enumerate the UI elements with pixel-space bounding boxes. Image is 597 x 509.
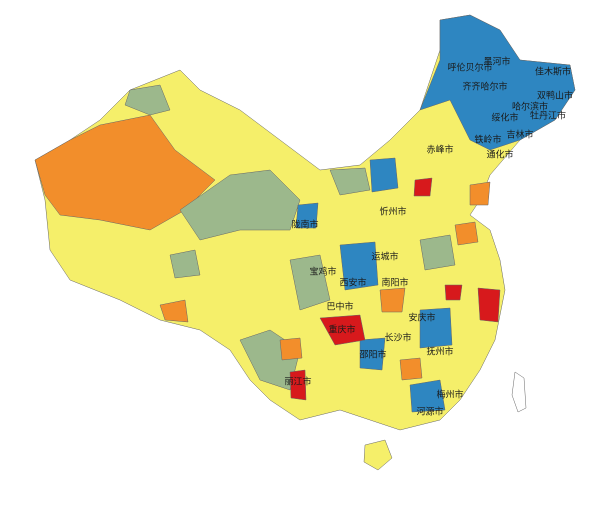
city-label: 南阳市 [381,277,408,289]
region [339,241,379,291]
region [413,177,433,197]
city-label: 黑河市 [483,56,510,68]
city-label: 抚州市 [426,346,453,358]
city-label: 长沙市 [384,332,411,344]
region [363,439,393,471]
island [511,371,527,413]
region [379,287,406,313]
city-label: 绥化市 [491,112,518,124]
region [399,357,423,381]
city-label: 赤峰市 [426,144,453,156]
city-label: 铁岭市 [474,134,501,146]
city-label: 宝鸡市 [309,266,336,278]
region [295,202,319,229]
region [359,337,386,371]
region [419,14,576,151]
city-label: 丽江市 [284,376,311,388]
region [279,337,303,361]
city-label: 陇南市 [291,219,318,231]
region [34,114,216,231]
city-label: 佳木斯市 [535,66,571,78]
city-label: 双鸭山市 [537,90,573,102]
region [319,314,366,346]
region [329,167,371,196]
city-label: 重庆市 [328,324,355,336]
region [454,221,479,246]
region [159,299,189,323]
city-label: 哈尔滨市 [512,101,548,113]
region [477,287,501,323]
region [409,379,446,413]
city-label: 忻州市 [379,206,406,218]
region [289,254,331,311]
region [469,181,491,206]
city-label: 牡丹江市 [530,110,566,122]
region [169,249,201,279]
city-label: 运城市 [371,251,398,263]
region [124,84,171,116]
city-label: 通化市 [486,149,513,161]
city-label: 呼伦贝尔市 [447,62,492,74]
city-label: 巴中市 [326,301,353,313]
china-regions [34,14,576,471]
city-label: 齐齐哈尔市 [462,81,507,93]
city-label: 吉林市 [506,129,533,141]
region [444,284,463,301]
region [289,369,307,401]
city-label: 河源市 [416,406,443,418]
region [369,157,399,193]
city-label: 安庆市 [408,312,435,324]
region [419,234,456,271]
region [419,307,453,349]
city-label: 西安市 [339,277,366,289]
city-label: 邵阳市 [359,349,386,361]
region [179,169,301,241]
city-label: 梅州市 [436,389,463,401]
